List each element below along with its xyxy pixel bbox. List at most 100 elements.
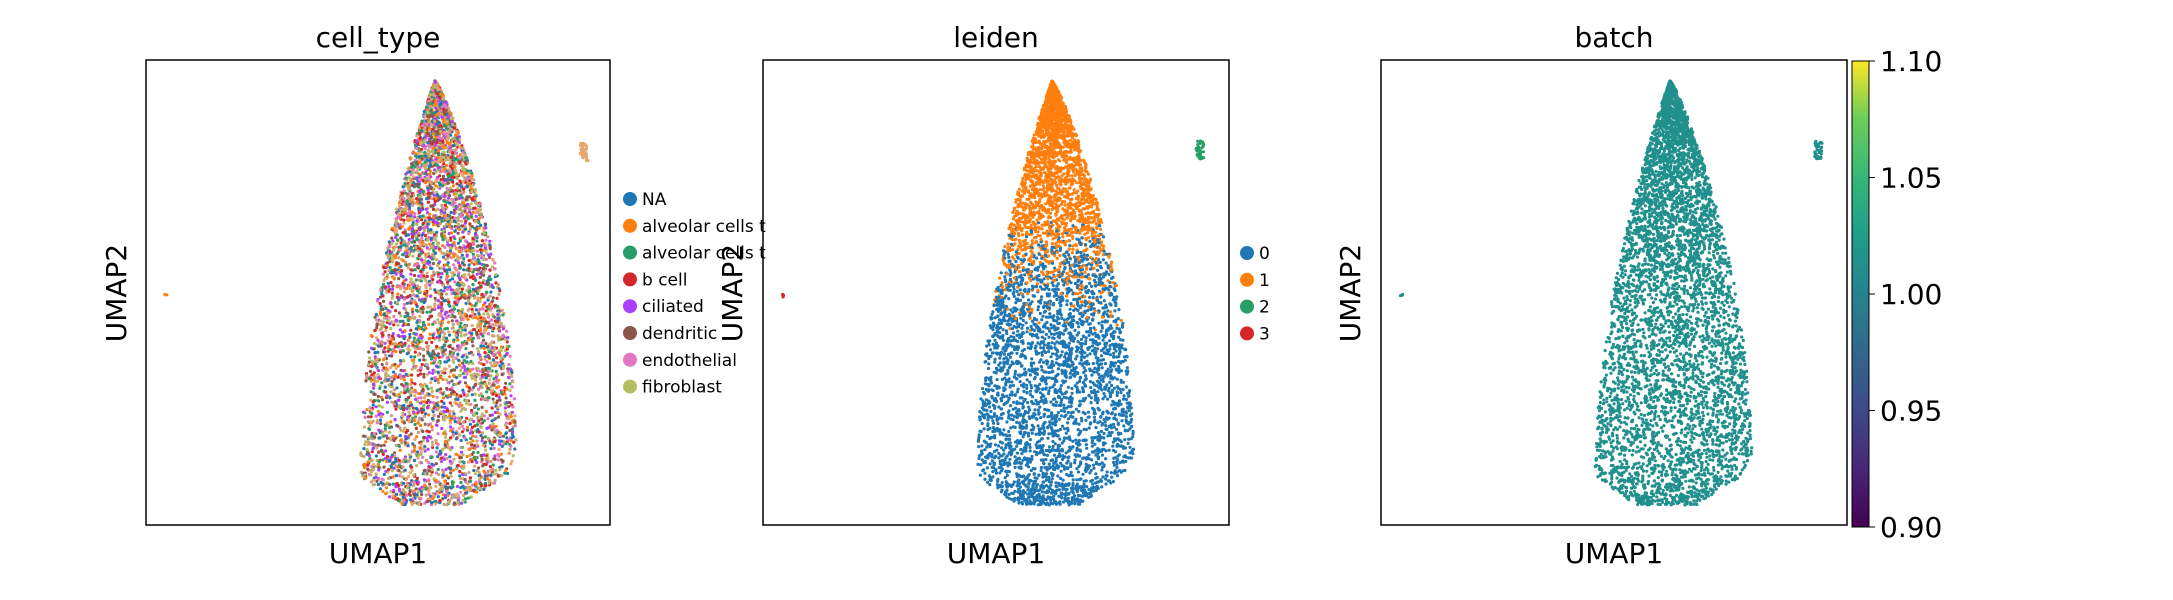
scatter-point: [452, 412, 456, 416]
scatter-point: [369, 390, 373, 394]
scatter-point: [407, 252, 411, 257]
scatter-point: [398, 362, 403, 366]
scatter-point: [410, 194, 414, 198]
scatter-point: [448, 350, 452, 354]
scatter-point: [402, 202, 406, 206]
scatter-point: [418, 165, 423, 170]
scatter-point: [487, 381, 491, 385]
scatter-point: [431, 401, 435, 405]
scatter-point: [411, 175, 415, 179]
scatter-point: [380, 292, 384, 296]
scatter-point: [389, 455, 393, 460]
scatter-point: [422, 140, 426, 144]
scatter-point: [432, 193, 436, 197]
scatter-point: [491, 397, 495, 401]
scatter-point: [512, 397, 517, 401]
scatter-point: [464, 156, 468, 160]
scatter-point: [443, 312, 447, 316]
scatter-point: [441, 150, 445, 154]
scatter-point: [442, 367, 447, 371]
scatter-point: [409, 165, 414, 169]
scatter-point: [375, 299, 380, 303]
scatter-point: [440, 272, 444, 276]
scatter-point: [427, 413, 431, 417]
scatter-point: [394, 318, 398, 322]
scatter-point: [440, 203, 444, 207]
scatter-point: [512, 440, 516, 444]
scatter-point: [394, 272, 398, 276]
scatter-point: [448, 412, 452, 416]
scatter-point: [479, 377, 483, 381]
scatter-point: [450, 404, 454, 408]
scatter-point: [493, 454, 497, 458]
scatter-point: [481, 475, 485, 480]
scatter-point: [442, 162, 446, 166]
scatter-point: [508, 382, 512, 386]
scatter-point: [444, 298, 448, 302]
scatter-point: [474, 219, 478, 223]
scatter-point: [459, 445, 463, 450]
scatter-point: [445, 120, 449, 124]
scatter-point: [443, 371, 447, 375]
scatter-point: [416, 353, 420, 357]
scatter-point: [487, 396, 491, 400]
scatter-point: [385, 290, 389, 294]
scatter-point: [434, 246, 438, 250]
scatter-point: [414, 390, 418, 394]
scatter-point: [434, 170, 438, 174]
scatter-point: [491, 313, 495, 317]
scatter-point: [484, 462, 488, 467]
scatter-point: [430, 97, 434, 101]
scatter-point: [440, 369, 444, 373]
scatter-point: [397, 458, 401, 462]
scatter-point: [395, 492, 399, 496]
scatter-point: [475, 325, 480, 329]
scatter-point: [401, 429, 405, 433]
scatter-point: [440, 216, 444, 220]
scatter-point: [440, 426, 444, 431]
scatter-point: [456, 338, 460, 342]
scatter-point: [477, 419, 481, 423]
scatter-point: [437, 472, 441, 477]
scatter-point: [497, 335, 501, 339]
scatter-point: [454, 197, 459, 201]
scatter-point: [470, 303, 474, 307]
scatter-point: [453, 296, 457, 300]
scatter-point: [422, 109, 426, 114]
scatter-point: [384, 316, 389, 320]
scatter-point: [471, 434, 475, 438]
scatter-point: [426, 499, 430, 503]
scatter-point: [481, 266, 485, 271]
scatter-point: [387, 354, 392, 358]
scatter-point: [390, 363, 395, 367]
scatter-point: [411, 223, 415, 227]
scatter-point: [407, 184, 411, 188]
scatter-point: [462, 256, 466, 261]
scatter-point: [450, 379, 454, 383]
scatter-point: [514, 438, 518, 442]
scatter-point: [430, 135, 434, 140]
scatter-point: [471, 197, 475, 202]
scatter-point: [497, 448, 501, 452]
scatter-point: [381, 320, 386, 324]
scatter-point: [454, 207, 458, 211]
scatter-point: [396, 333, 400, 338]
scatter-point: [424, 265, 428, 269]
scatter-point: [424, 326, 428, 330]
scatter-point: [460, 366, 464, 370]
scatter-point: [430, 501, 434, 505]
scatter-point: [378, 328, 382, 332]
scatter-point: [467, 266, 471, 270]
scatter-point: [398, 474, 402, 478]
scatter-point: [407, 395, 411, 400]
scatter-point: [464, 332, 468, 336]
scatter-point: [376, 350, 380, 354]
scatter-point: [435, 230, 439, 234]
scatter-point: [485, 390, 489, 394]
scatter-point: [430, 440, 434, 444]
scatter-point: [501, 434, 505, 438]
scatter-point: [410, 307, 415, 311]
scatter-point: [419, 442, 423, 446]
scatter-point: [511, 405, 515, 409]
scatter-point: [399, 236, 403, 240]
